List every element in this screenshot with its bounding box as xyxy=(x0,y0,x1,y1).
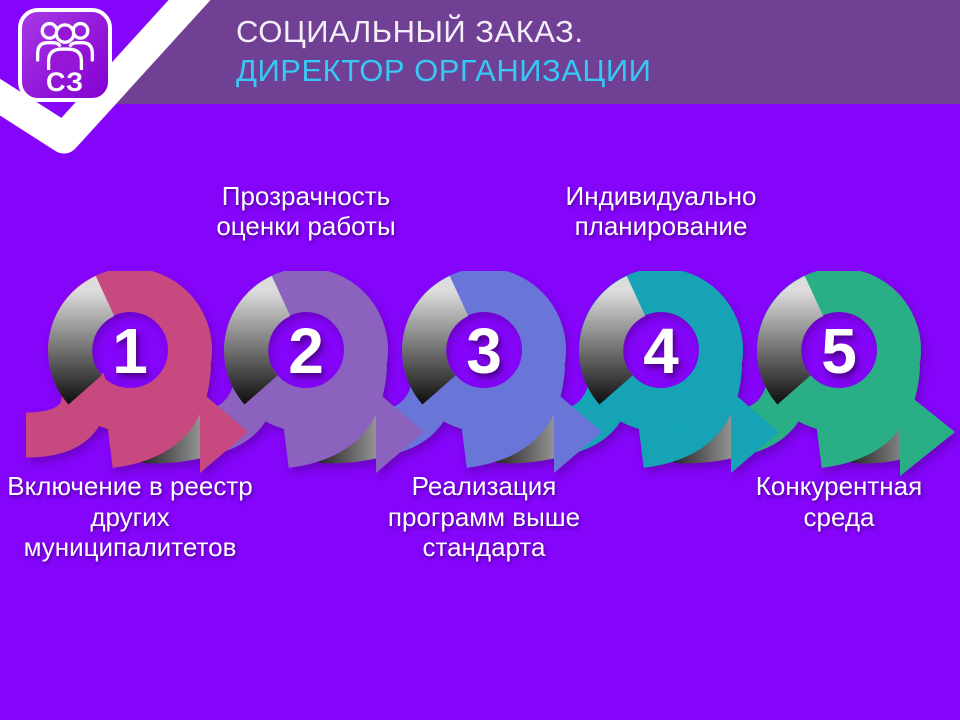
step-5-arrowhead-icon xyxy=(900,388,955,476)
step-label-line: Конкурентная xyxy=(755,471,923,501)
step-2-arrowhead-icon xyxy=(376,391,424,473)
process-diagram: 1 2 3 4 5 xyxy=(25,268,955,476)
step-label-line: Индивидуально xyxy=(565,180,757,211)
step-2-label: Прозрачность оценки работы xyxy=(216,181,395,242)
logo-tile: СЗ xyxy=(18,8,112,102)
step-4-arrowhead-icon xyxy=(731,391,779,473)
step-3-label: Реализация программ выше стандарта xyxy=(388,471,580,563)
step-label-line: Реализация xyxy=(411,471,557,501)
step-1-loop-shading xyxy=(48,276,116,405)
people-group-icon xyxy=(36,21,94,70)
step-4-number: 4 xyxy=(643,315,679,387)
step-label-line: других xyxy=(90,501,170,532)
step-label-line: Прозрачность xyxy=(221,180,391,211)
step-label-line: Включение в реестр xyxy=(7,471,253,501)
step-5-number: 5 xyxy=(821,315,857,387)
steps-group: 1 2 3 4 5 xyxy=(25,268,955,476)
step-label-line: среда xyxy=(803,501,875,532)
step-label-line: программ выше xyxy=(387,501,581,532)
step-label-line: оценки работы xyxy=(216,211,396,242)
step-label-line: стандарта xyxy=(422,532,546,563)
step-3-number: 3 xyxy=(466,315,502,387)
step-3-loop-shading xyxy=(402,276,470,405)
step-4-label: Индивидуально планирование xyxy=(566,181,757,242)
step-4-loop-shading xyxy=(579,276,647,405)
logo-abbr: СЗ xyxy=(45,67,85,97)
title-line2: ДИРЕКТОР ОРГАНИЗАЦИИ xyxy=(236,53,652,88)
step-label-line: планирование xyxy=(574,211,748,242)
step-2-loop-shading xyxy=(224,276,292,405)
step-3-arrowhead-icon xyxy=(554,391,602,473)
page-title: СОЦИАЛЬНЫЙ ЗАКАЗ. ДИРЕКТОР ОРГАНИЗАЦИИ xyxy=(236,12,936,90)
title-line1: СОЦИАЛЬНЫЙ ЗАКАЗ. xyxy=(236,14,584,49)
step-5-loop-shading xyxy=(757,276,825,405)
step-label-line: муниципалитетов xyxy=(23,532,237,563)
step-2-number: 2 xyxy=(288,315,324,387)
step-5-label: Конкурентная среда xyxy=(756,471,922,532)
step-1-label: Включение в реестр других муниципалитетов xyxy=(7,471,252,563)
step-1-number: 1 xyxy=(112,315,148,387)
step-1-arrowhead-icon xyxy=(200,391,248,473)
